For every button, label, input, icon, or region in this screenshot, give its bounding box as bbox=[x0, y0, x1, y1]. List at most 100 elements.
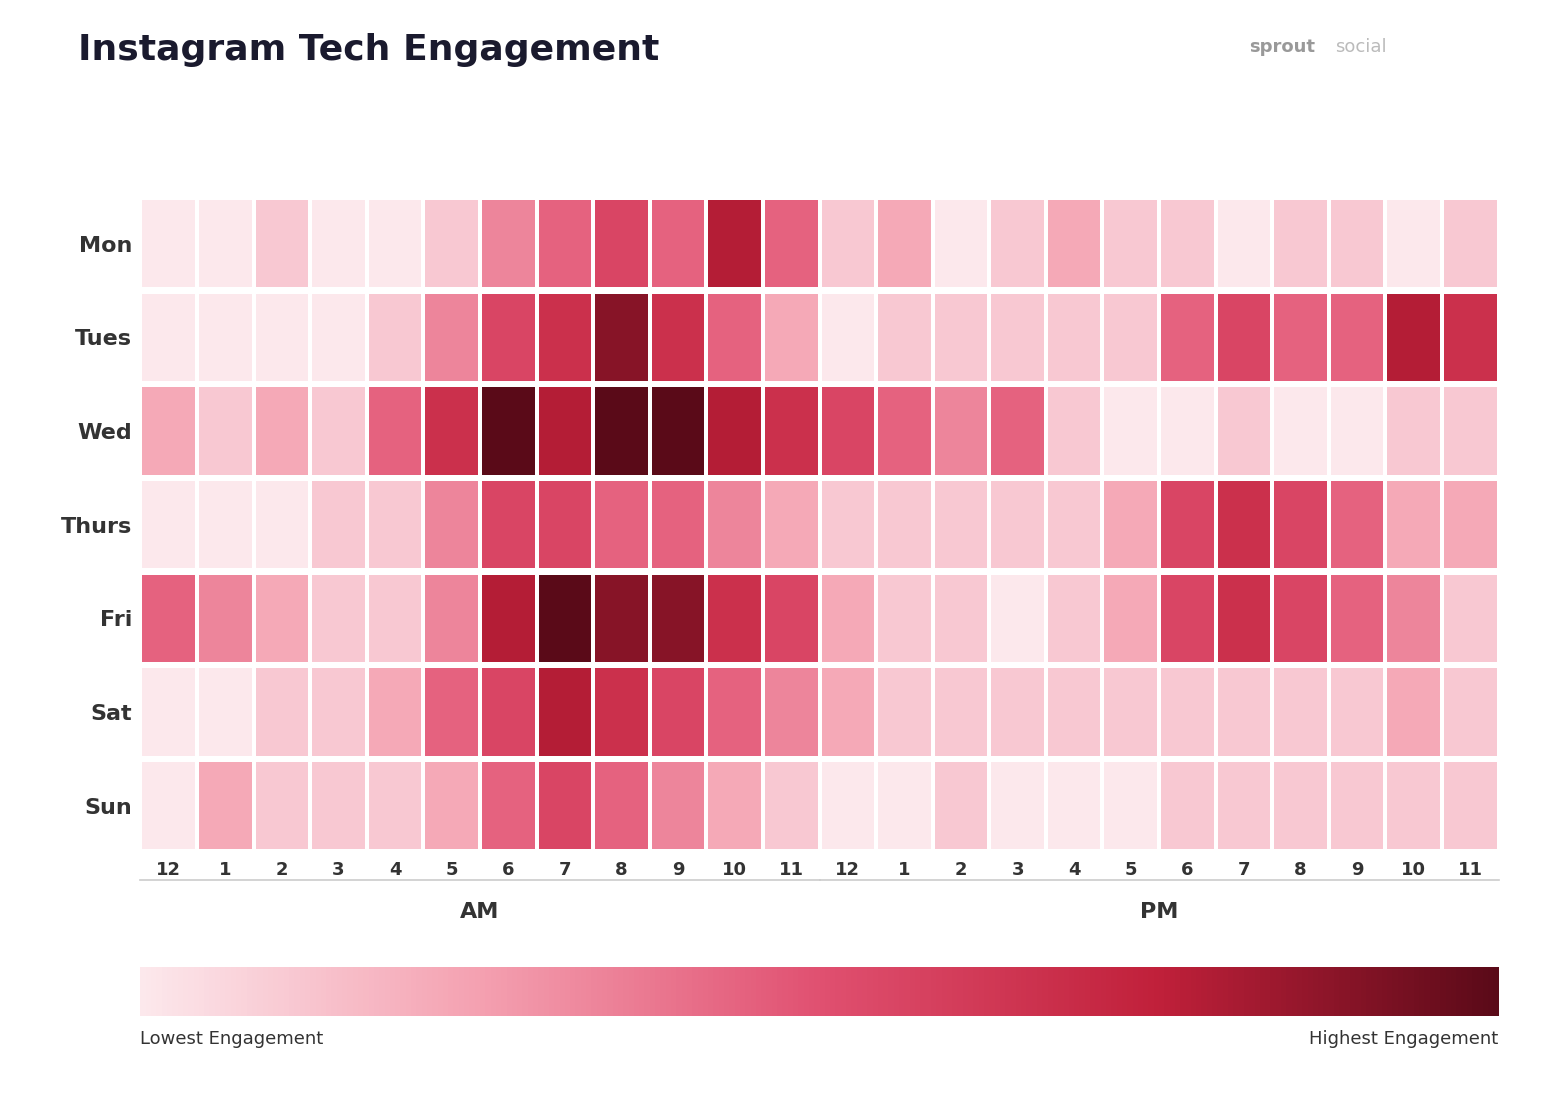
Bar bbox=[1105, 294, 1157, 380]
Bar bbox=[200, 575, 251, 662]
Bar bbox=[709, 387, 760, 474]
Bar bbox=[200, 200, 251, 287]
Bar bbox=[482, 294, 534, 380]
Bar bbox=[1274, 200, 1327, 287]
Bar bbox=[1388, 200, 1439, 287]
Bar bbox=[1218, 762, 1271, 849]
Bar bbox=[765, 200, 818, 287]
Bar bbox=[1332, 575, 1383, 662]
Bar bbox=[539, 762, 592, 849]
Bar bbox=[1161, 200, 1213, 287]
Bar bbox=[991, 294, 1044, 380]
Bar bbox=[368, 669, 421, 755]
Bar bbox=[879, 669, 930, 755]
Bar bbox=[991, 575, 1044, 662]
Bar bbox=[539, 200, 592, 287]
Bar bbox=[1047, 294, 1101, 380]
Bar bbox=[200, 294, 251, 380]
Bar bbox=[256, 575, 308, 662]
Bar bbox=[256, 387, 308, 474]
Bar bbox=[256, 200, 308, 287]
Bar bbox=[1047, 387, 1101, 474]
Text: AM: AM bbox=[460, 902, 500, 921]
Bar bbox=[1047, 575, 1101, 662]
Text: sprout: sprout bbox=[1249, 38, 1314, 56]
Bar bbox=[142, 762, 195, 849]
Bar bbox=[1218, 669, 1271, 755]
Bar bbox=[1218, 200, 1271, 287]
Bar bbox=[765, 669, 818, 755]
Bar bbox=[1105, 481, 1157, 568]
Bar bbox=[595, 669, 648, 755]
Bar bbox=[1388, 575, 1439, 662]
Bar bbox=[1444, 294, 1497, 380]
Bar bbox=[1274, 575, 1327, 662]
Bar bbox=[879, 575, 930, 662]
Bar bbox=[1388, 387, 1439, 474]
Bar bbox=[312, 669, 365, 755]
Bar bbox=[426, 200, 478, 287]
Bar bbox=[1332, 762, 1383, 849]
Bar bbox=[1444, 762, 1497, 849]
Bar bbox=[709, 575, 760, 662]
Bar bbox=[482, 200, 534, 287]
Bar bbox=[1105, 762, 1157, 849]
Bar bbox=[1218, 481, 1271, 568]
Bar bbox=[1218, 294, 1271, 380]
Bar bbox=[142, 481, 195, 568]
Bar bbox=[1161, 294, 1213, 380]
Bar bbox=[709, 200, 760, 287]
Bar bbox=[200, 387, 251, 474]
Bar bbox=[821, 200, 874, 287]
Bar bbox=[879, 387, 930, 474]
Bar bbox=[482, 387, 534, 474]
Bar bbox=[935, 669, 987, 755]
Bar bbox=[991, 669, 1044, 755]
Bar bbox=[1332, 200, 1383, 287]
Bar bbox=[1444, 200, 1497, 287]
Bar bbox=[426, 387, 478, 474]
Bar bbox=[1388, 762, 1439, 849]
Bar bbox=[821, 575, 874, 662]
Bar bbox=[709, 481, 760, 568]
Bar bbox=[1444, 575, 1497, 662]
Bar bbox=[1332, 294, 1383, 380]
Bar bbox=[821, 669, 874, 755]
Bar bbox=[256, 481, 308, 568]
Bar bbox=[1444, 481, 1497, 568]
Bar bbox=[595, 762, 648, 849]
Bar bbox=[1218, 387, 1271, 474]
Bar bbox=[652, 575, 704, 662]
Bar bbox=[368, 762, 421, 849]
Bar bbox=[482, 481, 534, 568]
Bar bbox=[539, 481, 592, 568]
Bar bbox=[426, 762, 478, 849]
Bar bbox=[991, 200, 1044, 287]
Bar bbox=[142, 294, 195, 380]
Bar bbox=[142, 575, 195, 662]
Text: PM: PM bbox=[1140, 902, 1179, 921]
Bar bbox=[368, 200, 421, 287]
Bar bbox=[1388, 669, 1439, 755]
Bar bbox=[256, 294, 308, 380]
Bar bbox=[879, 200, 930, 287]
Bar bbox=[1274, 481, 1327, 568]
Bar bbox=[821, 387, 874, 474]
Bar bbox=[312, 762, 365, 849]
Bar bbox=[652, 387, 704, 474]
Bar bbox=[142, 387, 195, 474]
Text: social: social bbox=[1335, 38, 1386, 56]
Bar bbox=[595, 294, 648, 380]
Bar bbox=[935, 294, 987, 380]
Bar bbox=[652, 294, 704, 380]
Bar bbox=[765, 481, 818, 568]
Bar bbox=[482, 669, 534, 755]
Bar bbox=[142, 200, 195, 287]
Bar bbox=[935, 387, 987, 474]
Bar bbox=[539, 387, 592, 474]
Bar bbox=[1274, 762, 1327, 849]
Bar bbox=[1332, 387, 1383, 474]
Bar bbox=[935, 200, 987, 287]
Bar bbox=[200, 762, 251, 849]
Bar bbox=[1161, 387, 1213, 474]
